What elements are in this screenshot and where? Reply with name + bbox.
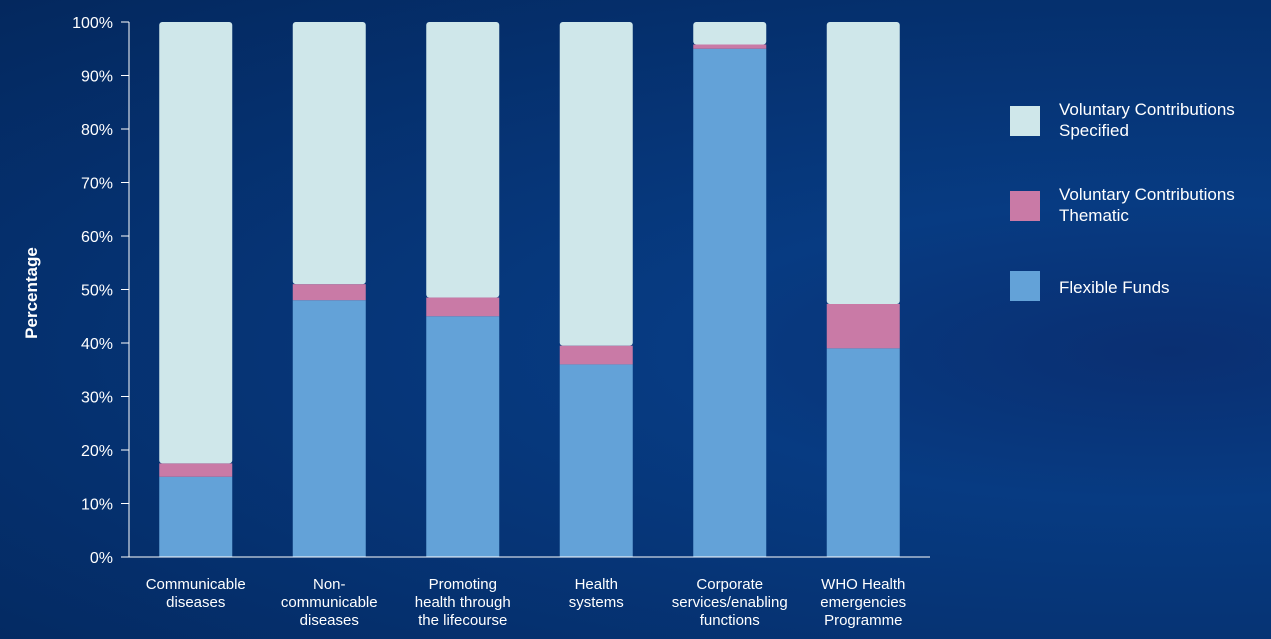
y-tick-label: 90% [81, 69, 113, 86]
y-tick-label: 80% [81, 122, 113, 139]
y-tick-label: 50% [81, 283, 113, 300]
y-tick-label: 40% [81, 336, 113, 353]
y-axis: 0% 10% 20% 30% 40% 50% 60% 70% 80% 90% 100% [72, 15, 130, 567]
legend-swatch [1010, 106, 1040, 136]
legend-swatch [1010, 271, 1040, 301]
y-axis-label: Percentage [22, 247, 41, 339]
bar-segment [426, 22, 500, 298]
x-axis: Communicable diseases Non-communicable dise… [129, 556, 930, 629]
legend-label: Flexible Funds [1059, 278, 1170, 297]
bar-segment [559, 22, 633, 346]
y-tick-label: 30% [81, 390, 113, 407]
x-tick-label: Corporate services/enabling functions [672, 576, 788, 629]
y-tick-label: 10% [81, 497, 113, 514]
y-tick-label: 60% [81, 229, 113, 246]
legend: Voluntary Contributions Specified Voluntar… [1010, 100, 1235, 301]
bar-segment [693, 48, 767, 557]
legend-swatch [1010, 191, 1040, 221]
legend-label: Voluntary Contributions Thematic [1059, 185, 1235, 225]
bar-segment [559, 364, 633, 557]
y-tick-label: 0% [90, 550, 113, 567]
x-tick-label: Health systems [569, 576, 624, 611]
bar-segment [559, 345, 633, 365]
bars [159, 22, 900, 557]
bar-segment [292, 300, 366, 557]
bar-segment [826, 348, 900, 557]
bar-segment [426, 316, 500, 557]
x-tick-label: WHO Health emergencies Programme [820, 576, 906, 629]
y-tick-label: 70% [81, 176, 113, 193]
bar-segment [826, 22, 900, 304]
y-tick-label: 100% [72, 15, 113, 32]
x-tick-label: Promoting health through the lifecourse [415, 576, 511, 629]
bar-segment [693, 44, 767, 49]
bar-segment [159, 22, 233, 464]
x-tick-label: Non-communicable diseases [281, 576, 378, 629]
legend-label: Voluntary Contributions Specified [1059, 100, 1235, 140]
bar-segment [693, 22, 767, 45]
bar-segment [292, 284, 366, 301]
bar-segment [292, 22, 366, 285]
bar-segment [159, 463, 233, 477]
bar-segment [826, 303, 900, 349]
bar-segment [159, 476, 233, 557]
y-tick-label: 20% [81, 443, 113, 460]
x-tick-label: Communicable diseases [146, 576, 246, 611]
bar-segment [426, 297, 500, 317]
